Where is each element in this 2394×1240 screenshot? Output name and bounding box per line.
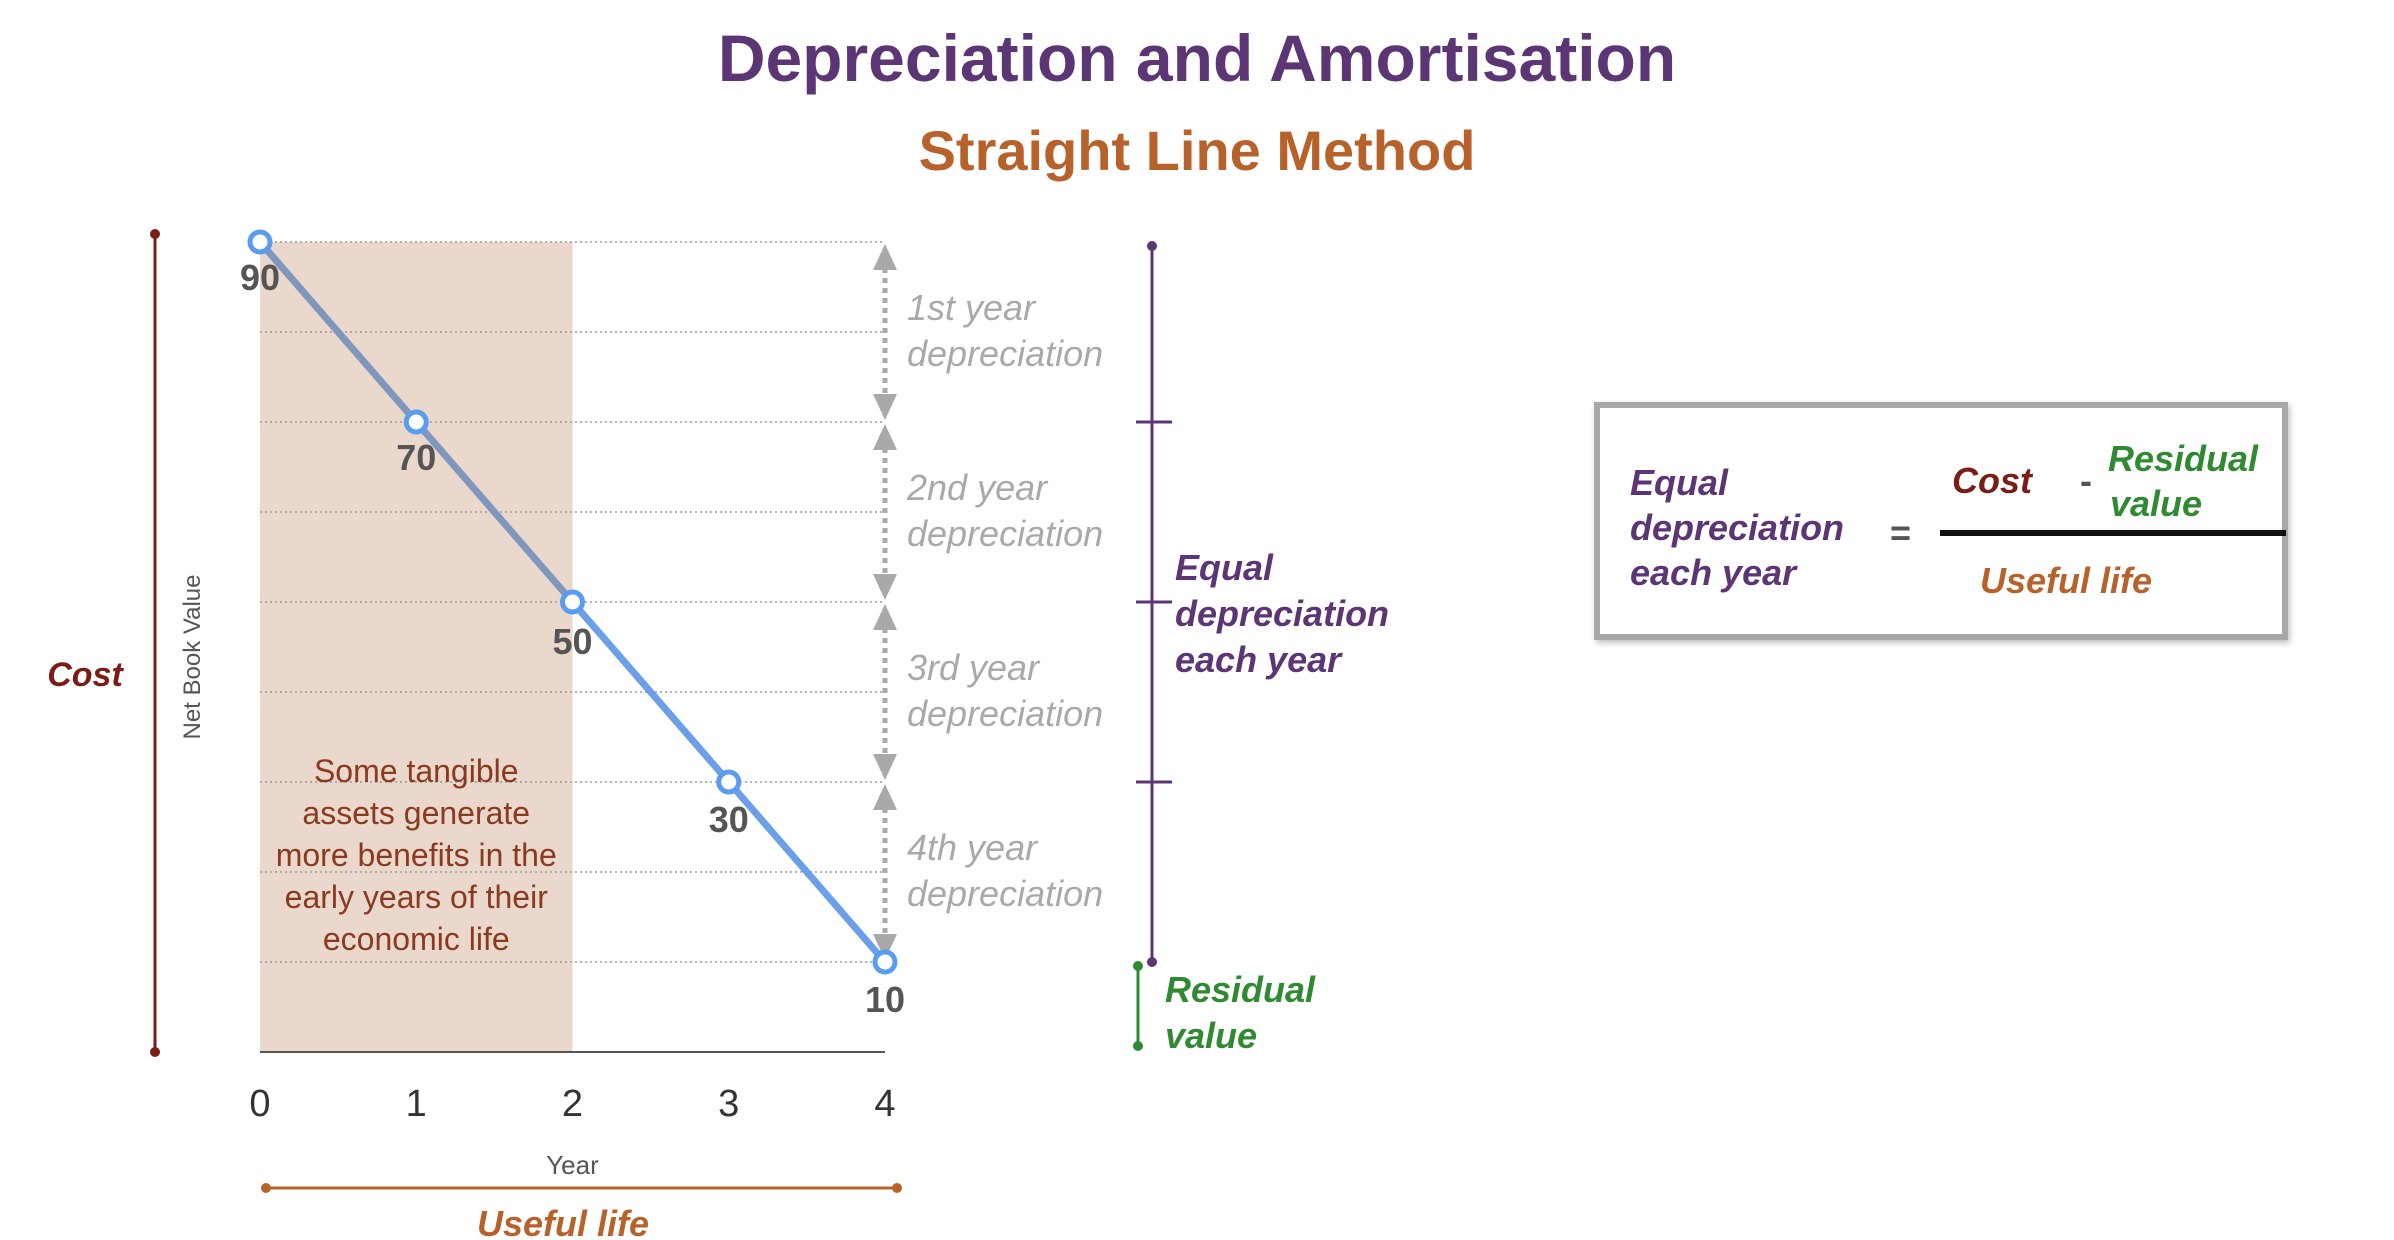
series-line-segment bbox=[569, 598, 733, 786]
equal-bracket-end bbox=[1147, 957, 1157, 967]
depreciation-arrow-head-down bbox=[873, 934, 897, 960]
data-label: 90 bbox=[240, 257, 280, 298]
series-line-segment bbox=[412, 418, 576, 606]
residual-value-label: Residual bbox=[1165, 969, 1316, 1010]
x-tick-label: 3 bbox=[718, 1083, 739, 1125]
page-title: Depreciation and Amortisation bbox=[717, 21, 1677, 95]
depreciation-label: depreciation bbox=[907, 873, 1103, 914]
data-label: 10 bbox=[865, 979, 905, 1020]
data-point bbox=[247, 229, 273, 255]
x-tick-label: 1 bbox=[406, 1083, 427, 1125]
equal-depreciation-label: depreciation bbox=[1175, 593, 1389, 634]
series-line-segment bbox=[725, 778, 889, 966]
depreciation-arrow-head-up bbox=[873, 604, 897, 630]
formula-lhs: Equal depreciation each year bbox=[1630, 460, 1844, 595]
formula-lhs-line: Equal bbox=[1630, 462, 1729, 503]
depreciation-label: depreciation bbox=[907, 693, 1103, 734]
data-point bbox=[560, 589, 585, 615]
depreciation-label: 4th year bbox=[907, 827, 1039, 868]
depreciation-arrow-head-up bbox=[873, 424, 897, 450]
highlight-note-line: economic life bbox=[323, 921, 510, 957]
formula-residual-line: value bbox=[2110, 483, 2203, 524]
data-label: 70 bbox=[396, 437, 436, 478]
highlight-note-line: early years of their bbox=[285, 879, 549, 915]
depreciation-label: depreciation bbox=[907, 513, 1103, 554]
fraction-bar bbox=[1940, 530, 2286, 536]
data-label: 30 bbox=[709, 799, 749, 840]
x-tick-label: 2 bbox=[562, 1083, 583, 1125]
useful-life-label: Useful life bbox=[477, 1203, 649, 1240]
formula-residual: Residual value bbox=[2108, 436, 2258, 526]
data-point bbox=[716, 769, 742, 795]
formula-lhs-line: depreciation bbox=[1630, 507, 1845, 548]
depreciation-label: depreciation bbox=[907, 333, 1103, 374]
page-subtitle: Straight Line Method bbox=[918, 119, 1476, 182]
depreciation-label: 2nd year bbox=[906, 467, 1049, 508]
cost-bracket-end bbox=[150, 1047, 160, 1057]
residual-bracket-end bbox=[1133, 1041, 1143, 1051]
x-axis-label: Year bbox=[546, 1150, 599, 1180]
residual-value-label: value bbox=[1165, 1015, 1257, 1056]
formula-equals: = bbox=[1890, 512, 1912, 553]
useful-life-bracket-end bbox=[261, 1183, 271, 1193]
formula-lhs-line: each year bbox=[1630, 552, 1797, 593]
depreciation-arrow-head-down bbox=[873, 754, 897, 780]
formula-residual-line: Residual bbox=[2108, 438, 2259, 479]
series-line-segment bbox=[256, 238, 420, 426]
equal-depreciation-label: Equal bbox=[1175, 547, 1274, 588]
data-point bbox=[872, 949, 898, 975]
formula-denominator-wrap: Useful life bbox=[1600, 560, 2282, 602]
formula-denominator: Useful life bbox=[1980, 560, 2153, 601]
equal-depreciation-label: each year bbox=[1175, 639, 1343, 680]
formula-cost: Cost bbox=[1952, 460, 2032, 501]
formula-box: Equal depreciation each year = Cost - Re… bbox=[1594, 402, 2288, 640]
x-tick-label: 0 bbox=[249, 1083, 270, 1125]
equal-bracket-end bbox=[1147, 241, 1157, 251]
depreciation-label: 3rd year bbox=[907, 647, 1041, 688]
formula-minus: - bbox=[2080, 460, 2092, 501]
cost-bracket-end bbox=[150, 229, 160, 239]
useful-life-bracket-end bbox=[892, 1183, 902, 1193]
depreciation-arrow-head-down bbox=[873, 574, 897, 600]
cost-label: Cost bbox=[47, 656, 124, 694]
early-years-highlight bbox=[260, 242, 573, 1052]
y-axis-label: Net Book Value bbox=[179, 575, 206, 740]
x-tick-label: 4 bbox=[874, 1083, 895, 1125]
depreciation-arrow-head-up bbox=[873, 244, 897, 270]
highlight-note-line: assets generate bbox=[302, 795, 530, 831]
highlight-note-line: Some tangible bbox=[314, 753, 519, 789]
data-label: 50 bbox=[552, 621, 592, 662]
depreciation-arrow-head-down bbox=[873, 394, 897, 420]
highlight-note-line: more benefits in the bbox=[276, 837, 557, 873]
depreciation-arrow-head-up bbox=[873, 784, 897, 810]
depreciation-label: 1st year bbox=[907, 287, 1037, 328]
residual-bracket-end bbox=[1133, 961, 1143, 971]
data-point bbox=[403, 409, 429, 435]
